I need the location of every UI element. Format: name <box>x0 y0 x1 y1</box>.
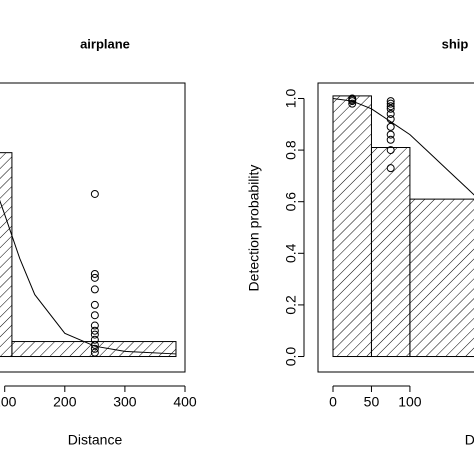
data-point <box>348 99 357 108</box>
data-point <box>386 135 395 144</box>
data-point <box>90 311 99 320</box>
data-point <box>90 300 99 309</box>
data-point <box>386 97 395 106</box>
x-tick-label: 300 <box>113 394 137 410</box>
chart-title: ship <box>442 36 469 51</box>
data-point <box>386 109 395 118</box>
x-tick-label: 50 <box>364 394 380 410</box>
x-axis-label: Distance <box>68 432 123 448</box>
histogram-bar <box>370 147 411 358</box>
y-tick-label: 0.2 <box>283 295 299 315</box>
detection-curve <box>0 199 177 355</box>
y-tick-label: 1.0 <box>283 89 299 109</box>
data-point <box>90 335 99 344</box>
x-axis-label: Distance <box>465 432 474 448</box>
x-tick-label: 0 <box>329 394 337 410</box>
chart-title: airplane <box>80 36 130 51</box>
data-point <box>386 164 395 173</box>
data-point <box>386 130 395 139</box>
data-point <box>90 340 99 349</box>
plot-frame <box>0 82 186 373</box>
histogram-bar <box>332 95 372 358</box>
y-tick-label: 0.0 <box>283 347 299 367</box>
x-tick-label: 400 <box>173 394 197 410</box>
plot-frame <box>317 82 474 373</box>
y-tick-label: 0.8 <box>283 140 299 160</box>
data-point <box>90 189 99 198</box>
x-tick-label: 100 <box>398 394 422 410</box>
y-axis-label: Detection probability <box>246 165 262 292</box>
histogram-bar <box>0 152 13 358</box>
data-point <box>90 269 99 278</box>
data-point <box>90 285 99 294</box>
data-point <box>386 122 395 131</box>
data-point <box>386 99 395 108</box>
y-tick-label: 0.6 <box>283 192 299 212</box>
data-point <box>386 115 395 124</box>
data-point <box>386 104 395 113</box>
detection-curve <box>332 97 474 196</box>
x-tick-label: 200 <box>53 394 77 410</box>
data-point <box>90 344 99 353</box>
data-point <box>90 273 99 282</box>
data-point <box>90 348 99 357</box>
histogram-bar <box>409 198 474 358</box>
data-point <box>90 326 99 335</box>
data-point <box>90 321 99 330</box>
y-tick-label: 0.4 <box>283 243 299 263</box>
data-point <box>386 146 395 155</box>
data-point <box>348 97 357 106</box>
x-tick-label: 100 <box>0 394 17 410</box>
data-point <box>90 330 99 339</box>
data-point <box>386 102 395 111</box>
